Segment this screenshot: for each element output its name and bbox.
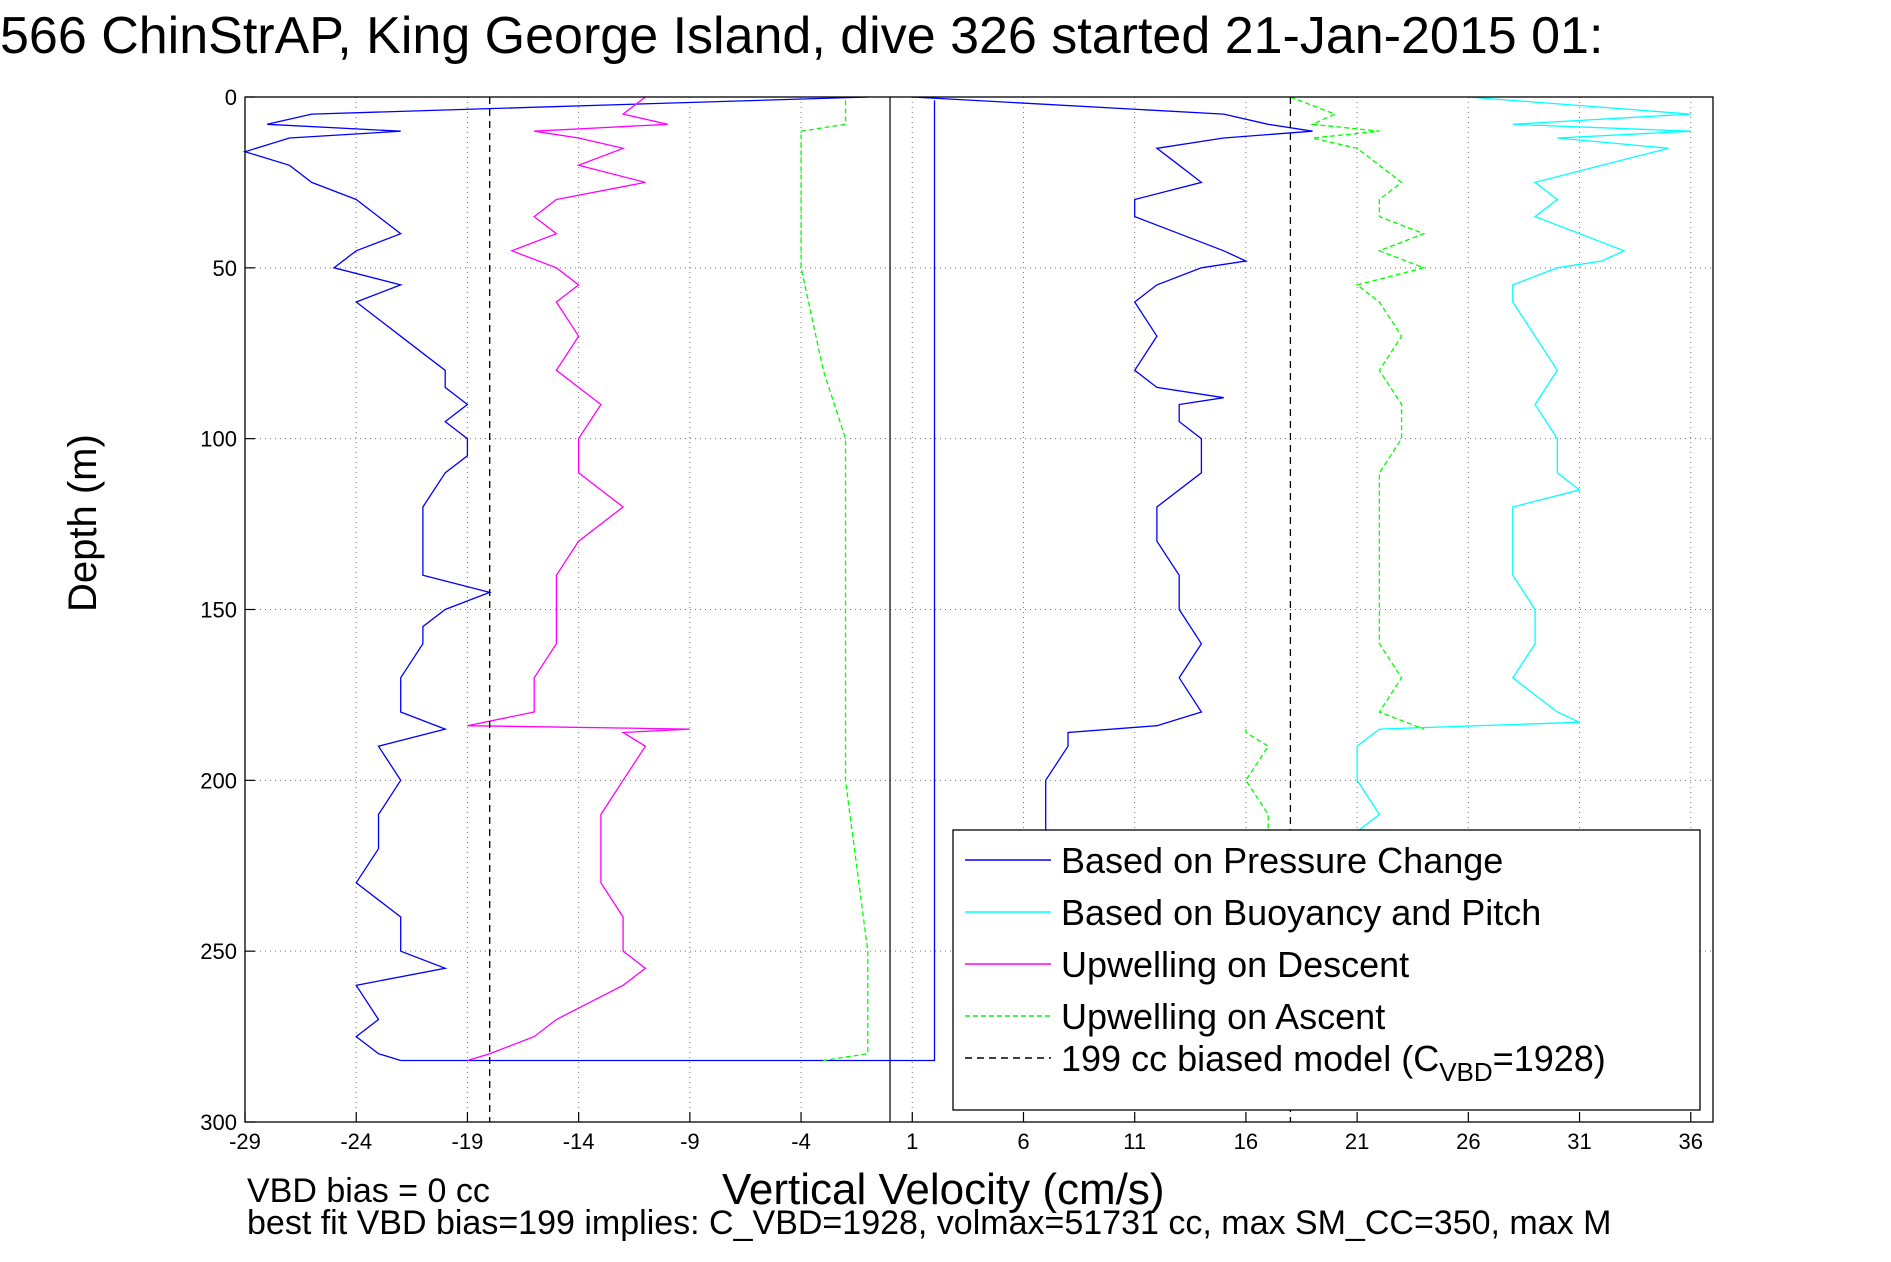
y-tick-label: 200: [200, 768, 237, 793]
x-tick-label: 11: [1123, 1129, 1146, 1154]
series-line-pressure: [912, 96, 1313, 832]
y-tick-label: 0: [225, 85, 237, 110]
footnote-vbd-bias: VBD bias = 0 cc: [247, 1172, 490, 1210]
legend-label-buoyancy: Based on Buoyancy and Pitch: [1061, 892, 1541, 933]
series-line-ascent: [800, 100, 869, 1062]
y-tick-label: 300: [200, 1110, 237, 1135]
footnote-best-fit: best fit VBD bias=199 implies: C_VBD=192…: [247, 1204, 1612, 1242]
series-line-ascent: [1290, 96, 1426, 730]
legend-box: [952, 829, 1701, 1111]
axis-ticks: -29 -24 -19 -14 -9 -4 1 6 11 16 21 26 31 360501001502…: [200, 85, 1703, 1154]
chart-title: 566 ChinStrAP, King George Island, dive …: [0, 7, 1604, 65]
x-tick-label: -24: [340, 1129, 372, 1154]
x-tick-label: 16: [1234, 1129, 1258, 1154]
x-tick-label: 21: [1345, 1129, 1369, 1154]
y-axis-label: Depth (m): [61, 434, 106, 612]
x-tick-label: 26: [1456, 1129, 1480, 1154]
legend-label-descent: Upwelling on Descent: [1061, 944, 1409, 985]
x-tick-label: -9: [680, 1129, 700, 1154]
legend-label-pressure: Based on Pressure Change: [1061, 840, 1503, 881]
x-tick-label: 6: [1017, 1129, 1029, 1154]
x-tick-label: -14: [563, 1129, 595, 1154]
x-tick-label: -29: [229, 1129, 261, 1154]
series-line-buoyancy: [1356, 96, 1691, 833]
legend-label-ascent: Upwelling on Ascent: [1061, 996, 1385, 1037]
y-tick-label: 100: [200, 427, 237, 452]
series-line-pressure: [400, 100, 936, 1062]
series-line-pressure: [242, 96, 868, 1062]
series-lines: [242, 96, 1691, 1122]
legend-label-model: 199 cc biased model (CVBD=1928): [1061, 1038, 1606, 1087]
series-line-descent: [467, 96, 690, 1062]
series-line-ascent: [1245, 729, 1270, 832]
x-axis-label: Vertical Velocity (cm/s): [722, 1165, 1165, 1214]
x-tick-label: -4: [791, 1129, 811, 1154]
legend: Based on Pressure Change Based on Buoyanc…: [952, 829, 1701, 1111]
x-tick-label: -19: [452, 1129, 484, 1154]
y-tick-label: 250: [200, 939, 237, 964]
y-tick-label: 50: [213, 256, 237, 281]
y-tick-label: 150: [200, 598, 237, 623]
x-tick-label: 1: [906, 1129, 918, 1154]
x-tick-label: 31: [1567, 1129, 1591, 1154]
x-tick-label: 36: [1679, 1129, 1703, 1154]
